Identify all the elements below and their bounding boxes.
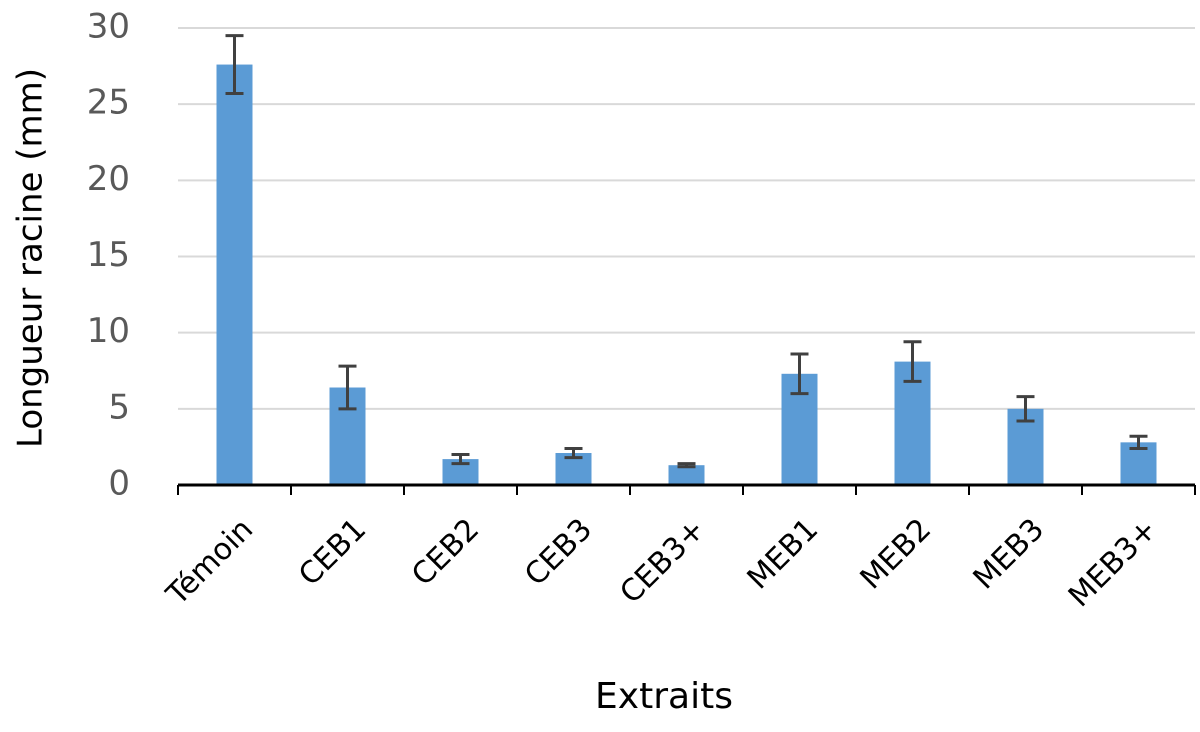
y-tick-label: 10 [87, 311, 130, 351]
error-bar [1129, 434, 1148, 450]
bar [668, 465, 705, 485]
y-axis-title: Longueur racine (mm) [11, 68, 51, 448]
error-bar [225, 34, 244, 96]
y-tick-label: 20 [87, 159, 130, 199]
error-bar [677, 462, 696, 469]
x-tick-label: MEB3 [967, 512, 1052, 597]
x-axis-title: Extraits [595, 676, 733, 717]
y-tick-label: 15 [87, 235, 130, 275]
x-tick-label: CEB1 [292, 512, 373, 593]
bar [216, 64, 253, 485]
x-tick-label: CEB3+ [613, 512, 712, 611]
x-tick-label: CEB2 [405, 512, 486, 593]
y-tick-label: 30 [87, 7, 130, 47]
x-tick-label: MEB3+ [1062, 512, 1164, 614]
error-bar [564, 446, 583, 460]
y-tick-label: 25 [87, 83, 130, 123]
error-bar [1016, 395, 1035, 423]
y-tick-label: 5 [108, 387, 130, 427]
error-bar [903, 340, 922, 383]
error-bar [451, 453, 470, 466]
error-bar [338, 364, 357, 411]
x-tick-label: MEB1 [741, 512, 826, 597]
x-tick-label: MEB2 [854, 512, 939, 597]
y-tick-label: 0 [108, 464, 130, 504]
x-tick-label: CEB3 [518, 512, 599, 593]
x-tick-label: Témoin [159, 512, 260, 613]
error-bar [790, 352, 809, 396]
